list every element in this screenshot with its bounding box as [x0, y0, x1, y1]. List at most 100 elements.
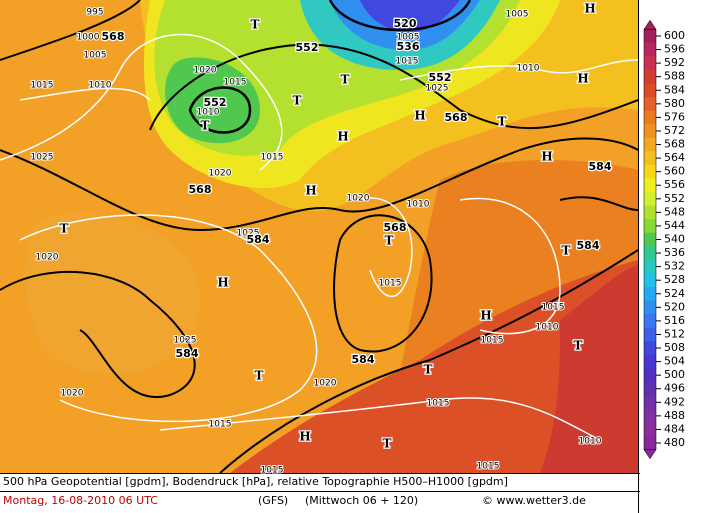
colorbar-label: 596 — [664, 43, 685, 56]
pressure-label: 1025 — [31, 153, 54, 163]
footer-model: (GFS) — [258, 494, 288, 507]
pressure-label: 1015 — [261, 466, 284, 476]
pressure-center: T — [562, 244, 571, 258]
pressure-label: 1015 — [427, 399, 450, 409]
geopotential-label: 584 — [577, 239, 600, 252]
pressure-label: 1020 — [209, 169, 232, 179]
pressure-label: 1020 — [36, 253, 59, 263]
colorbar-swatch — [644, 56, 656, 71]
colorbar-swatch — [644, 124, 656, 139]
colorbar-swatch — [644, 368, 656, 383]
colorbar-swatch — [644, 178, 656, 193]
pressure-label: 1015 — [477, 462, 500, 472]
pressure-center: T — [574, 339, 583, 353]
colorbar-label: 488 — [664, 409, 685, 422]
pressure-label: 1010 — [517, 64, 540, 74]
colorbar-label: 564 — [664, 151, 685, 164]
contours — [0, 0, 638, 473]
colorbar-swatch — [644, 436, 656, 451]
pressure-center: T — [498, 115, 507, 129]
colorbar-label: 540 — [664, 233, 685, 246]
colorbar-swatch — [644, 232, 656, 247]
pressure-center: T — [341, 73, 350, 87]
colorbar-swatch — [644, 137, 656, 152]
geopotential-label: 520 — [394, 17, 417, 30]
colorbar-label: 576 — [664, 110, 685, 123]
colorbar-label: 532 — [664, 260, 685, 273]
pressure-label: 1020 — [61, 389, 84, 399]
pressure-center: T — [251, 18, 260, 32]
pressure-label: 1015 — [396, 57, 419, 67]
pressure-label: 1010 — [89, 81, 112, 91]
pressure-center: T — [293, 94, 302, 108]
pressure-label: 1005 — [397, 33, 420, 43]
pressure-label: 1015 — [481, 336, 504, 346]
colorbar-swatch — [644, 273, 656, 288]
pressure-label: 1015 — [379, 279, 402, 289]
colorbar-label: 588 — [664, 70, 685, 83]
footer-credit[interactable]: © www.wetter3.de — [482, 494, 586, 507]
colorbar-swatch — [644, 192, 656, 207]
pressure-center: T — [424, 363, 433, 377]
pressure-center: H — [541, 150, 552, 164]
pressure-label: 1010 — [197, 108, 220, 118]
colorbar-label: 560 — [664, 165, 685, 178]
colorbar-arrow — [643, 449, 657, 460]
colorbar-swatch — [644, 69, 656, 84]
pressure-label: 1015 — [261, 153, 284, 163]
colorbar-swatch — [644, 151, 656, 166]
colorbar-label: 528 — [664, 273, 685, 286]
colorbar-label: 548 — [664, 205, 685, 218]
pressure-label: 1015 — [224, 78, 247, 88]
pressure-label: 1025 — [174, 336, 197, 346]
colorbar-swatch — [644, 29, 656, 44]
geopotential-label: 584 — [352, 353, 375, 366]
colorbar-label: 496 — [664, 382, 685, 395]
colorbar-label: 572 — [664, 124, 685, 137]
pressure-label: 1015 — [31, 81, 54, 91]
colorbar-swatch — [644, 409, 656, 424]
pressure-center: T — [383, 437, 392, 451]
map-background — [0, 0, 638, 473]
colorbar-label: 516 — [664, 314, 685, 327]
pressure-label: 1010 — [407, 200, 430, 210]
colorbar-label: 536 — [664, 246, 685, 259]
geopotential-label: 568 — [189, 183, 212, 196]
colorbar-label: 580 — [664, 97, 685, 110]
geopotential-label: 584 — [589, 160, 612, 173]
colorbar-swatch — [644, 395, 656, 410]
geopotential-label: 552 — [296, 41, 319, 54]
pressure-label: 1025 — [237, 229, 260, 239]
pressure-label: 995 — [86, 8, 103, 18]
pressure-center: H — [305, 184, 316, 198]
colorbar-label: 504 — [664, 355, 685, 368]
pressure-label: 1020 — [347, 194, 370, 204]
colorbar-swatch — [644, 42, 656, 57]
colorbar-label: 508 — [664, 341, 685, 354]
colorbar-label: 520 — [664, 300, 685, 313]
pressure-center: H — [414, 109, 425, 123]
footer-forecast: (Mittwoch 06 + 120) — [305, 494, 418, 507]
geopotential-label: 552 — [429, 71, 452, 84]
geopotential-label: 568 — [384, 221, 407, 234]
pressure-center: T — [60, 222, 69, 236]
colorbar-label: 480 — [664, 436, 685, 449]
colorbar-swatch — [644, 246, 656, 261]
colorbar-arrow — [643, 19, 657, 30]
colorbar-label: 552 — [664, 192, 685, 205]
pressure-center: H — [337, 130, 348, 144]
pressure-center: T — [201, 119, 210, 133]
pressure-label: 1010 — [579, 437, 602, 447]
colorbar-frame — [643, 28, 657, 451]
colorbar-swatch — [644, 164, 656, 179]
pressure-label: 1015 — [209, 420, 232, 430]
colorbar-swatch — [644, 286, 656, 302]
colorbar-swatch — [644, 422, 656, 437]
colorbar-swatch — [644, 381, 656, 397]
pressure-center: H — [299, 430, 310, 444]
pressure-center: H — [577, 72, 588, 86]
geopotential-label: 536 — [397, 40, 420, 53]
colorbar-label: 512 — [664, 327, 685, 340]
pressure-center: T — [385, 234, 394, 248]
